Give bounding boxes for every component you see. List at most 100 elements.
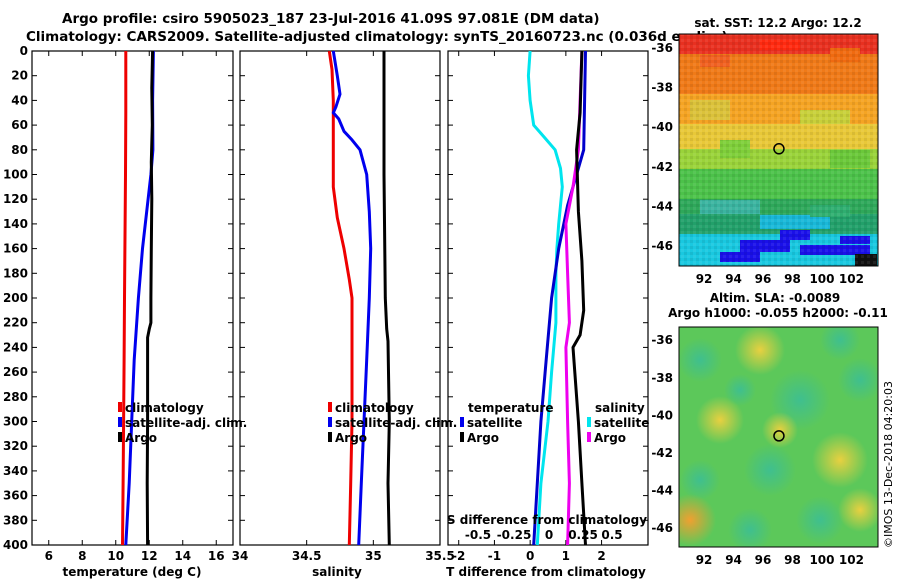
salinity-diff-ticks: -0.5 -0.25 0 0.25 0.5	[465, 528, 623, 542]
legend-swatch-climatology	[118, 402, 122, 412]
map-lon-label: 102	[839, 272, 864, 286]
sla-blob	[728, 508, 772, 547]
difference-xlabel: T difference from climatology	[446, 565, 646, 579]
sla-map	[679, 327, 878, 547]
temperature-panel: 6 8 10 12 14 16	[31, 50, 234, 563]
series-line-climatology	[121, 51, 128, 546]
temperature-legend: climatology satellite-adj. clim. Argo	[118, 401, 247, 445]
map-lat-label: -40	[651, 408, 673, 422]
sla-blob	[796, 496, 844, 544]
sst-map-frame	[678, 33, 879, 267]
legend-swatch-temp-sat	[460, 417, 464, 427]
x-tick-label: 34	[232, 549, 249, 563]
top-tick-label: 0	[545, 528, 553, 542]
map-lat-label: -46	[651, 521, 673, 535]
depth-tick-label: 240	[3, 340, 28, 354]
map-lon-label: 100	[809, 553, 834, 567]
series-line-satellite-adj-clim-	[331, 50, 373, 546]
map-lon-label: 98	[784, 272, 801, 286]
salinity-legend: climatology satellite-adj. clim. Argo	[328, 401, 457, 445]
depth-tick-label: 300	[3, 415, 28, 429]
legend-temp-argo: Argo	[467, 431, 499, 445]
title-line-2: Climatology: CARS2009. Satellite-adjuste…	[26, 29, 728, 45]
argo-position-marker	[773, 430, 785, 442]
top-tick-label: 0.25	[568, 528, 598, 542]
map-lat-label: -38	[651, 371, 673, 385]
temperature-frame	[31, 50, 234, 546]
map-lon-label: 102	[839, 553, 864, 567]
depth-tick-label: 220	[3, 316, 28, 330]
depth-tick-label: 0	[20, 44, 28, 58]
legend-salinity-title: salinity	[595, 401, 645, 415]
depth-tick-label: 380	[3, 513, 28, 527]
legend-satellite-adj: satellite-adj. clim.	[125, 416, 247, 430]
difference-frame	[447, 50, 649, 546]
series-line-argo-temperature-diff	[571, 50, 587, 546]
x-tick-label: 1	[562, 549, 570, 563]
legend-sal-satellite: satellite	[594, 416, 649, 430]
salinity-xlabel: salinity	[312, 565, 362, 579]
legend-swatch-sal-sat	[587, 417, 591, 427]
sla-blob	[679, 338, 722, 382]
x-tick-label: 10	[107, 549, 124, 563]
legend-swatch-argo	[328, 432, 332, 442]
legend-swatch-climatology	[328, 402, 332, 412]
depth-tick-label: 120	[3, 192, 28, 206]
sla-map-frame	[678, 326, 879, 548]
map-lon-label: 100	[809, 272, 834, 286]
map-lon-label: 94	[725, 272, 742, 286]
title-line-1: Argo profile: csiro 5905023_187 23-Jul-2…	[62, 11, 600, 27]
legend-argo: Argo	[335, 431, 367, 445]
map-lon-label: 96	[755, 553, 772, 567]
difference-top-xlabel: S difference from climatology	[447, 513, 647, 527]
map-lat-label: -40	[651, 120, 673, 134]
series-line-satellite-salinity-diff	[526, 50, 564, 546]
sst-map	[679, 34, 878, 266]
legend-swatch-argo	[118, 432, 122, 442]
depth-tick-label: 20	[11, 69, 28, 83]
sla-blob	[696, 396, 744, 444]
depth-tick-label: 140	[3, 217, 28, 231]
sla-blob	[812, 432, 868, 488]
series-line-argo	[382, 51, 391, 546]
legend-temperature-title: temperature	[468, 401, 553, 415]
map-lat-label: -36	[651, 333, 673, 347]
sla-blob	[679, 494, 716, 546]
map-lat-label: -36	[651, 41, 673, 55]
legend-sal-argo: Argo	[594, 431, 626, 445]
legend-argo: Argo	[125, 431, 157, 445]
watermark: ©IMOS 13-Dec-2018 04:20:03	[882, 381, 895, 548]
x-tick-label: 34.5	[292, 549, 322, 563]
salinity-panel: 34 34.5 35 35.5	[232, 50, 455, 563]
x-tick-label: 6	[45, 549, 53, 563]
map-lat-label: -42	[651, 446, 673, 460]
depth-tick-label: 200	[3, 291, 28, 305]
legend-satellite-adj: satellite-adj. clim.	[335, 416, 457, 430]
series-line-climatology	[327, 50, 354, 546]
legend-swatch-temp-argo	[460, 432, 464, 442]
map-lat-label: -38	[651, 81, 673, 95]
x-tick-label: 2	[597, 549, 605, 563]
sla-blob	[735, 327, 785, 375]
x-tick-label: 35.5	[425, 549, 455, 563]
top-tick-label: -0.5	[465, 528, 491, 542]
depth-tick-label: 400	[3, 538, 28, 552]
depth-tick-label: 40	[11, 93, 28, 107]
legend-swatch-sal-argo	[587, 432, 591, 442]
legend-swatch-satellite	[328, 417, 332, 427]
x-tick-label: -1	[488, 549, 501, 563]
top-tick-label: -0.25	[497, 528, 532, 542]
depth-tick-label: 280	[3, 390, 28, 404]
map-lon-label: 94	[725, 553, 742, 567]
x-tick-label: 12	[141, 549, 158, 563]
sla-map-title-1: Altim. SLA: -0.0089	[710, 291, 841, 305]
sla-blob	[762, 412, 798, 448]
top-tick-label: 0.5	[601, 528, 622, 542]
argo-position-marker	[773, 143, 785, 155]
x-tick-label: -2	[452, 549, 465, 563]
sst-texture	[679, 34, 878, 266]
x-tick-label: 0	[526, 549, 534, 563]
depth-tick-label: 60	[11, 118, 28, 132]
sla-map-title-2: Argo h1000: -0.055 h2000: -0.11	[668, 306, 888, 320]
